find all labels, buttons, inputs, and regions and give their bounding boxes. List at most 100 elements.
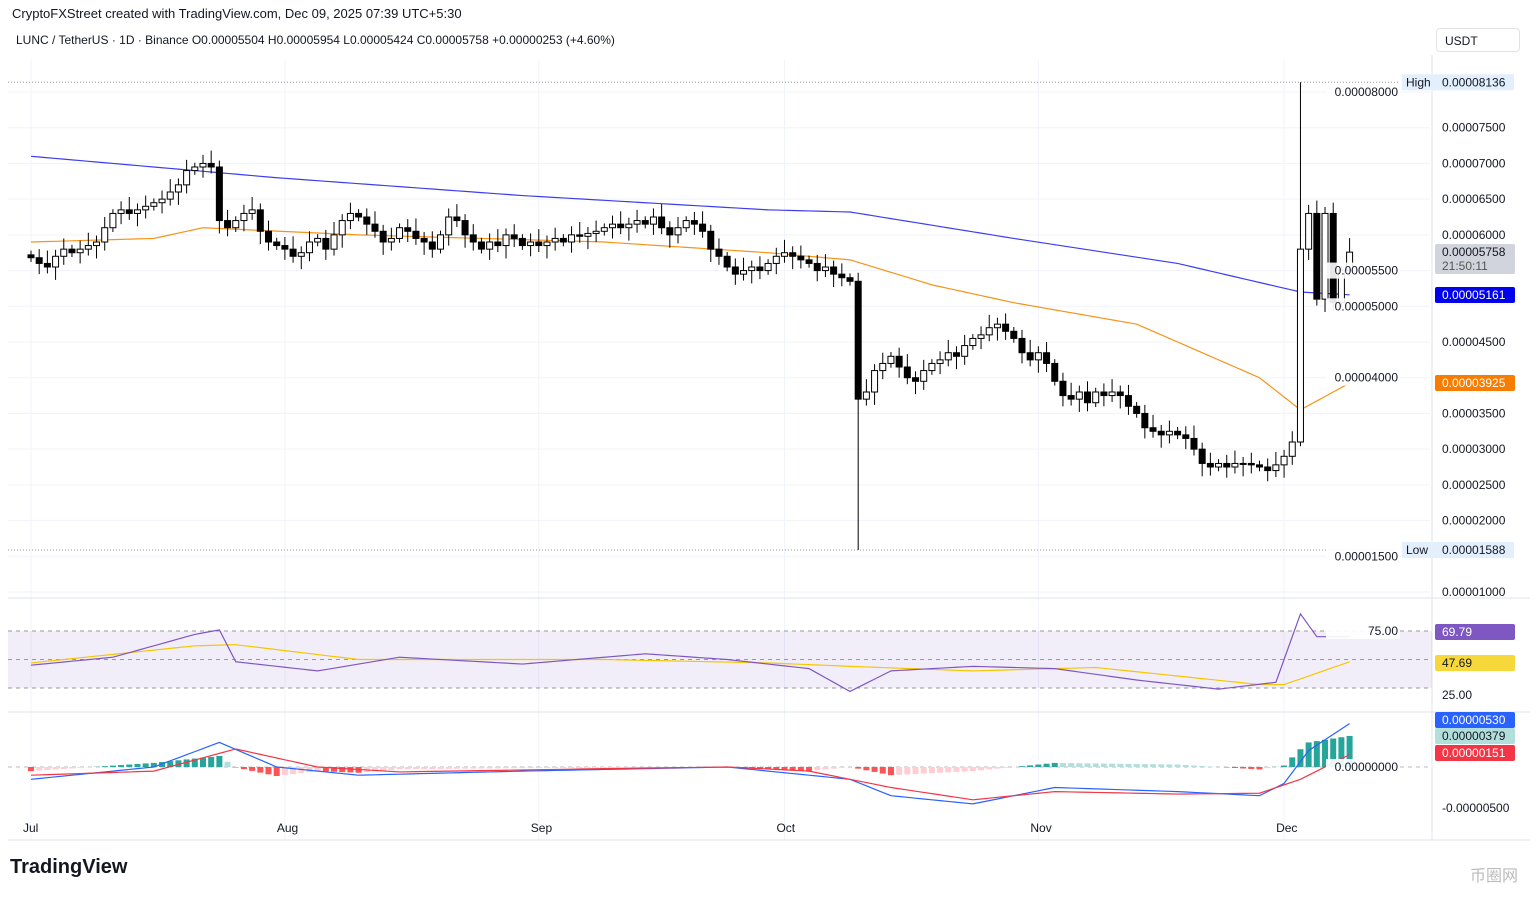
candle-body [1329,212,1337,304]
y-tick-label: 0.00005000 [1335,299,1399,313]
x-tick-label: Sep [531,821,553,835]
candle-body [191,166,199,172]
rsi-line [30,612,1350,693]
y-tick-label: 0.00002000 [1442,514,1506,528]
candle-body [1100,391,1108,397]
macd-histogram-bar [412,767,419,770]
macd-histogram-bar [543,767,550,769]
macd-histogram-bar [1150,764,1157,767]
candle-body [1223,462,1231,468]
macd-histogram-bar [265,767,272,775]
candle-body [289,248,297,257]
candle-body [576,234,584,237]
candle-body [133,209,141,214]
candle-body [1280,455,1288,466]
macd-histogram-bar [1248,767,1255,769]
macd-histogram-bar [388,767,395,770]
candle-body [1239,462,1247,465]
y-tick-label: 0.00002500 [1442,478,1506,492]
macd-histogram-bar [568,767,575,768]
candle-body [535,241,543,247]
candle-body [1010,330,1018,339]
macd-histogram-bar [1190,765,1197,767]
macd-histogram-bar [887,767,894,776]
macd-histogram-bar [1231,767,1238,768]
candle-body [109,212,117,229]
candle-body [1157,430,1165,436]
low-label: Low [1406,543,1428,557]
ma-short-value: 0.00003925 [1442,376,1506,390]
ma-long-line [30,155,1350,296]
rsi-level-75: 75.00 [1368,624,1398,638]
macd-histogram-bar [928,767,935,774]
y-tick-label: 0.00003500 [1442,406,1506,420]
macd-histogram-bar [1289,757,1296,767]
macd-histogram-bar [765,767,772,770]
candle-body [330,234,338,250]
candle-body [584,232,592,237]
y-tick-label: 0.00006500 [1442,192,1506,206]
candle-body [1256,464,1263,468]
candle-body [600,227,608,232]
macd-histogram-bar [1338,737,1345,767]
macd-histogram-bar [1043,763,1050,767]
candle-body [674,227,682,236]
candle-body [854,280,862,400]
candle-body [838,273,846,279]
candle-body [494,241,502,247]
candle-body [633,220,641,225]
rsi-level-75-backing [1326,623,1400,639]
macd-histogram-bar [814,767,821,771]
candle-body [1198,448,1206,464]
macd-histogram-bar [36,767,43,771]
current-price-badge [1435,244,1515,274]
macd-histogram-bar [535,767,542,769]
rsi-ma-value: 47.69 [1442,656,1472,670]
macd-histogram-bar [1322,739,1329,767]
candle-body [895,355,903,368]
macd-histogram-bar [1100,763,1107,767]
candle-body [780,252,788,257]
candle-body [1116,391,1124,397]
macd-histogram-bar [863,767,870,771]
macd-histogram-bar [552,767,559,769]
candle-body [1108,391,1116,397]
x-tick-label: Jul [23,821,38,835]
y-tick-label: 0.00004500 [1442,335,1506,349]
macd-histogram-bar [781,767,788,770]
candle-body [60,248,68,257]
macd-histogram-bar [994,767,1001,769]
macd-histogram-bar [912,767,919,774]
y-tick-label: 0.00003000 [1442,442,1506,456]
x-tick-label: Nov [1030,821,1051,835]
candle-body [649,216,657,225]
candle-body [764,262,772,272]
macd-histogram-bar [1199,766,1206,767]
macd-histogram-bar [593,767,600,768]
candle-body [821,266,829,272]
macd-histogram-bar [453,767,460,769]
macd-histogram-bar [871,767,878,772]
candle-body [412,230,420,239]
currency-button[interactable]: USDT [1436,28,1520,52]
macd-signal-line [30,748,1350,801]
candle-body [944,352,952,361]
candle-body [437,234,444,250]
tradingview-logo: TradingView [10,856,128,878]
candle-body [117,209,125,214]
candle-body [1149,427,1157,432]
macd-histogram-bar [101,766,108,767]
candle-body [518,237,526,247]
macd-histogram-bar [208,756,215,767]
macd-histogram-bar [199,757,206,767]
candle-body [797,255,805,261]
macd-histogram-bar [822,767,829,770]
macd-histogram-bar [445,767,452,769]
candle-body [142,205,150,211]
macd-histogram-bar [609,767,616,768]
macd-histogram-bar [1109,763,1116,767]
macd-histogram-bar [920,767,927,774]
rsi-ma-value-bg [1435,655,1515,671]
